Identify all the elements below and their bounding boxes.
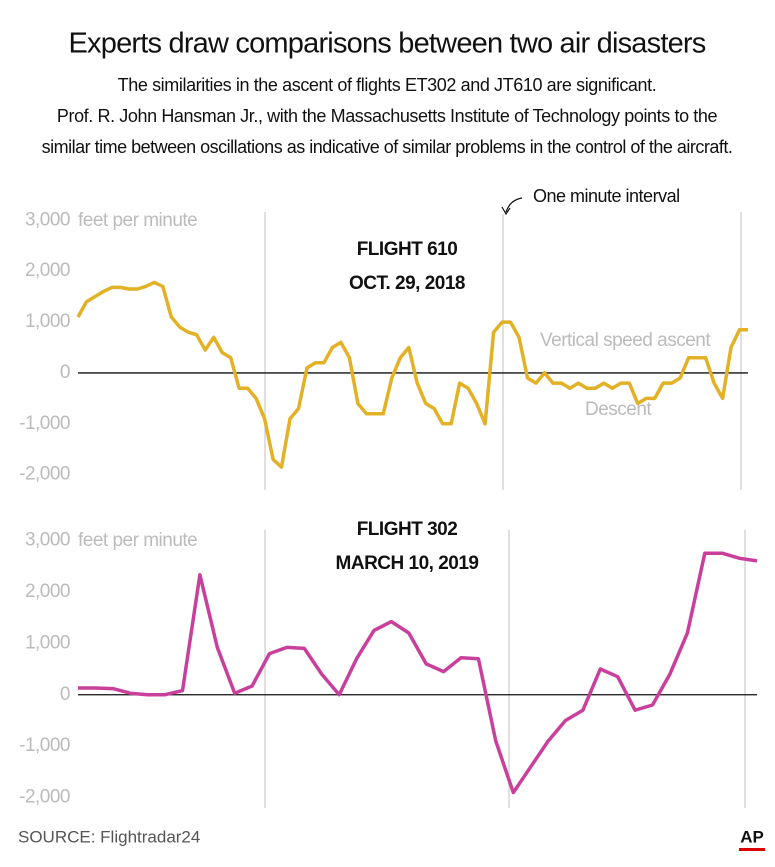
page-subtitle: The similarities in the ascent of flight… bbox=[118, 75, 657, 95]
annotation: Descent bbox=[585, 399, 652, 420]
annotation-arrow bbox=[505, 197, 523, 213]
y-tick-label: 0 bbox=[60, 684, 70, 705]
interval-lines bbox=[264, 212, 746, 808]
y-tick-label: 0 bbox=[60, 362, 70, 383]
y-tick-label: -2,000 bbox=[19, 464, 70, 485]
y-tick-label: 3,000 bbox=[25, 209, 70, 230]
y-tick-label: 2,000 bbox=[25, 260, 70, 281]
source: SOURCE: Flightradar24 bbox=[18, 827, 200, 846]
y-tick-label: 3,000 bbox=[25, 529, 70, 550]
credit: AP bbox=[740, 827, 764, 846]
y-tick-label: 2,000 bbox=[25, 581, 70, 602]
annotation: Vertical speed ascent bbox=[540, 330, 711, 351]
chart-subtitle: OCT. 29, 2018 bbox=[349, 273, 465, 294]
chart-subtitle: MARCH 10, 2019 bbox=[336, 553, 479, 574]
y-tick-label: -1,000 bbox=[19, 735, 70, 756]
chart-title: FLIGHT 302 bbox=[357, 519, 458, 540]
y-tick-label: -2,000 bbox=[19, 787, 70, 808]
page-title: Experts draw comparisons between two air… bbox=[69, 28, 706, 60]
annotation-arrow bbox=[501, 206, 511, 216]
y-tick-label: -1,000 bbox=[19, 413, 70, 434]
chart-title: FLIGHT 610 bbox=[357, 239, 458, 260]
series-line bbox=[78, 551, 758, 795]
annotation: feet per minute bbox=[78, 210, 197, 231]
series-line bbox=[76, 280, 748, 469]
credit-bar bbox=[739, 848, 765, 851]
page-subtitle: similar time between oscillations as ind… bbox=[42, 137, 733, 157]
annotation: feet per minute bbox=[78, 530, 197, 551]
y-tick-label: 1,000 bbox=[25, 632, 70, 653]
annotation: One minute interval bbox=[533, 186, 680, 206]
y-tick-label: 1,000 bbox=[25, 311, 70, 332]
page-subtitle: Prof. R. John Hansman Jr., with the Mass… bbox=[57, 106, 718, 126]
